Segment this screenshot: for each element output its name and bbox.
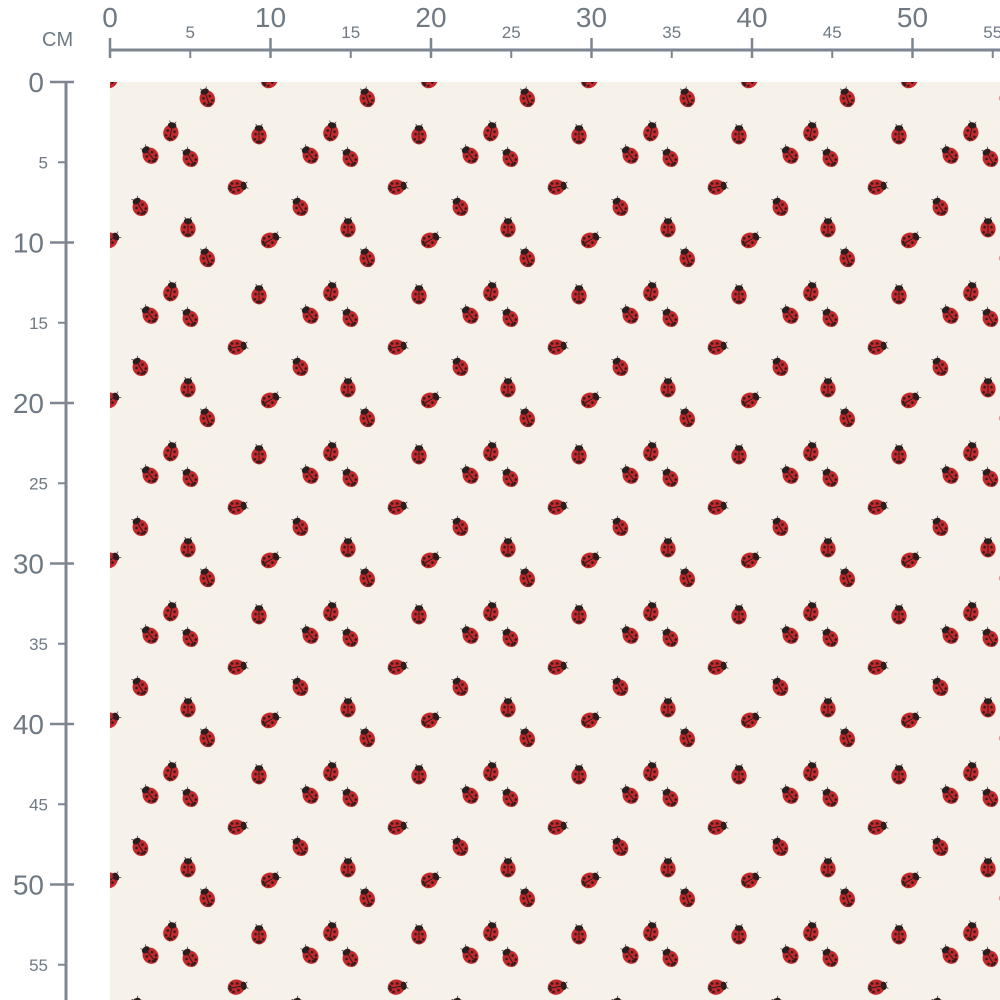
fabric-swatch <box>110 82 1000 1000</box>
left-minor-label: 55 <box>29 956 48 975</box>
left-major-label: 20 <box>13 388 44 419</box>
top-minor-label: 55 <box>983 23 1000 42</box>
top-major-label: 40 <box>736 2 767 33</box>
top-minor-label: 35 <box>662 23 681 42</box>
top-major-label: 30 <box>576 2 607 33</box>
left-minor-label: 25 <box>29 474 48 493</box>
top-minor-label: 25 <box>502 23 521 42</box>
left-major-label: 50 <box>13 870 44 901</box>
top-major-label: 50 <box>897 2 928 33</box>
left-minor-label: 5 <box>39 153 48 172</box>
left-major-label: 10 <box>13 228 44 259</box>
unit-label: CM <box>42 29 73 51</box>
top-minor-label: 15 <box>341 23 360 42</box>
left-major-label: 0 <box>28 67 44 98</box>
left-minor-label: 15 <box>29 314 48 333</box>
left-major-label: 40 <box>13 709 44 740</box>
left-major-label: 30 <box>13 549 44 580</box>
left-minor-label: 35 <box>29 635 48 654</box>
top-major-label: 10 <box>255 2 286 33</box>
top-minor-label: 45 <box>823 23 842 42</box>
top-major-label: 0 <box>102 2 118 33</box>
left-minor-label: 45 <box>29 795 48 814</box>
top-minor-label: 5 <box>186 23 195 42</box>
top-major-label: 20 <box>415 2 446 33</box>
